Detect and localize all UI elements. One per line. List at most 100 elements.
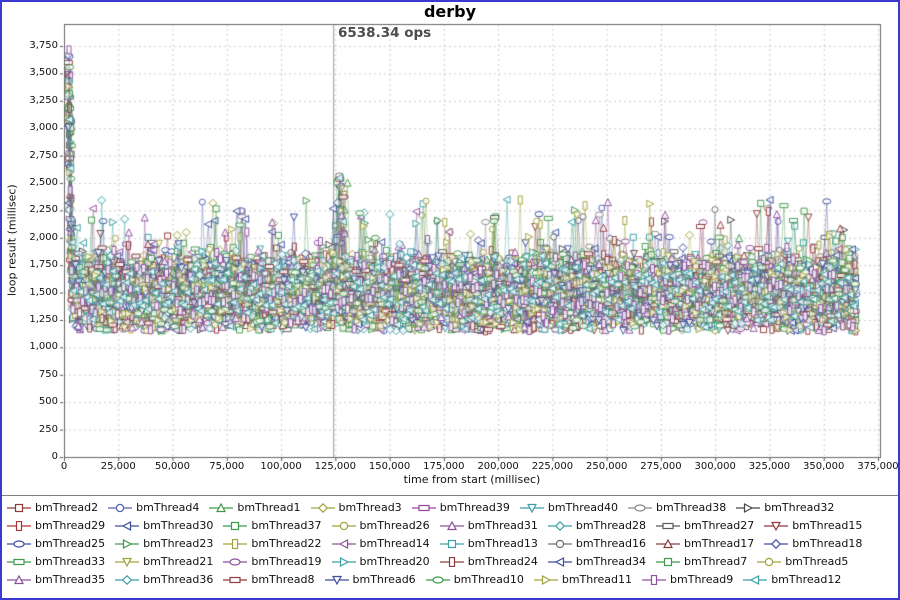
series-marker-icon (547, 556, 572, 567)
legend-label: bmThread39 (439, 501, 510, 514)
legend-item-bmThread37: bmThread37 (222, 518, 322, 533)
series-marker-icon (115, 574, 140, 585)
legend-item-bmThread38: bmThread38 (627, 500, 726, 515)
series-marker-icon (743, 574, 768, 585)
series-marker-icon (324, 575, 349, 585)
series-marker-icon (425, 575, 450, 584)
legend-item-bmThread16: bmThread16 (547, 536, 646, 551)
x-tick-label: 275,000 (640, 461, 682, 472)
legend-label: bmThread11 (561, 573, 633, 586)
series-marker-icon (656, 522, 681, 529)
legend-label: bmThread15 (792, 519, 863, 532)
y-tick-label: 1,000 (29, 341, 58, 353)
legend-label: bmThread32 (764, 501, 835, 514)
legend-label: bmThread36 (143, 573, 214, 586)
legend-label: bmThread35 (35, 573, 106, 586)
legend-label: bmThread29 (35, 519, 106, 532)
legend-item-bmThread4: bmThread4 (107, 500, 199, 515)
series-marker-icon (223, 521, 248, 530)
y-tick-label: 3,750 (29, 40, 58, 51)
y-tick-label: 3,500 (29, 67, 58, 79)
scatter-plot-canvas (2, 2, 898, 495)
legend-label: bmThread38 (656, 501, 727, 514)
legend-label: bmThread40 (547, 501, 619, 514)
series-marker-icon (439, 539, 464, 548)
x-tick-label: 75,000 (209, 461, 245, 472)
series-marker-icon (331, 556, 356, 567)
legend-label: bmThread24 (467, 555, 538, 568)
series-marker-icon (331, 538, 356, 549)
legend-label: bmThread4 (136, 501, 200, 514)
legend-item-bmThread21: bmThread21 (114, 554, 213, 569)
series-marker-icon (7, 520, 31, 531)
legend-item-bmThread7: bmThread7 (655, 554, 747, 569)
legend-item-bmThread23: bmThread23 (114, 536, 213, 551)
legend-label: bmThread3 (338, 501, 402, 514)
series-marker-icon (108, 503, 133, 512)
legend-label: bmThread19 (251, 555, 322, 568)
legend-item-bmThread1: bmThread1 (208, 500, 301, 515)
legend-label: bmThread12 (771, 573, 842, 586)
series-marker-icon (547, 539, 572, 548)
series-marker-icon (439, 520, 464, 530)
legend-label: bmThread22 (251, 537, 322, 550)
x-tick-label: 225,000 (531, 461, 574, 472)
legend-label: bmThread9 (670, 573, 734, 586)
legend-label: bmThread31 (467, 519, 538, 532)
series-marker-icon (533, 574, 558, 585)
x-tick-label: 0 (60, 461, 68, 472)
series-marker-icon (519, 503, 544, 513)
series-marker-icon (411, 504, 436, 511)
legend-item-bmThread24: bmThread24 (439, 554, 538, 569)
legend-label: bmThread1 (237, 501, 301, 514)
legend-item-bmThread25: bmThread25 (6, 536, 105, 551)
legend-item-bmThread32: bmThread32 (735, 500, 834, 515)
series-marker-icon (115, 538, 140, 549)
legend-label: bmThread33 (35, 555, 106, 568)
legend-label: bmThread7 (684, 555, 748, 568)
y-tick-label: 0 (51, 451, 58, 462)
legend-label: bmThread26 (359, 519, 430, 532)
series-marker-icon (223, 576, 248, 583)
series-marker-icon (642, 574, 667, 585)
series-marker-icon (7, 574, 31, 584)
legend-item-bmThread13: bmThread13 (439, 536, 538, 551)
series-marker-icon (656, 538, 681, 548)
y-tick-label: 1,750 (29, 259, 58, 271)
y-tick-label: 3,000 (29, 122, 58, 134)
legend-label: bmThread34 (575, 555, 647, 568)
legend-item-bmThread18: bmThread18 (763, 536, 862, 551)
x-axis-label: time from start (millisec) (403, 473, 541, 486)
x-tick-label: 375,000 (857, 461, 899, 472)
y-tick-label: 1,500 (29, 286, 58, 298)
legend-label: bmThread27 (684, 519, 755, 532)
series-marker-icon (764, 521, 789, 531)
legend-item-bmThread11: bmThread11 (533, 572, 632, 587)
series-marker-icon (656, 557, 681, 566)
legend-label: bmThread2 (35, 501, 99, 514)
legend-label: bmThread30 (143, 519, 214, 532)
y-tick-label: 750 (38, 368, 58, 380)
legend-item-bmThread34: bmThread34 (547, 554, 646, 569)
legend-item-bmThread3: bmThread3 (310, 500, 402, 515)
legend-item-bmThread36: bmThread36 (114, 572, 213, 587)
legend-item-bmThread26: bmThread26 (331, 518, 430, 533)
series-marker-icon (757, 557, 782, 566)
legend-label: bmThread37 (251, 519, 322, 532)
series-marker-icon (7, 503, 31, 512)
throughput-annotation: 6538.34 ops (338, 25, 432, 41)
legend-item-bmThread6: bmThread6 (324, 572, 416, 587)
x-tick-label: 150,000 (368, 461, 411, 472)
y-tick-label: 2,750 (29, 149, 58, 161)
series-marker-icon (223, 538, 248, 549)
legend-item-bmThread15: bmThread15 (763, 518, 862, 533)
legend-label: bmThread18 (792, 537, 863, 550)
legend-item-bmThread9: bmThread9 (641, 572, 733, 587)
legend-item-bmThread28: bmThread28 (547, 518, 646, 533)
legend-item-bmThread8: bmThread8 (222, 572, 315, 587)
y-tick-label: 3,250 (29, 94, 58, 106)
series-marker-icon (223, 557, 248, 566)
x-tick-label: 125,000 (314, 461, 357, 472)
series-marker-icon (115, 520, 140, 531)
legend-label: bmThread20 (359, 555, 430, 568)
